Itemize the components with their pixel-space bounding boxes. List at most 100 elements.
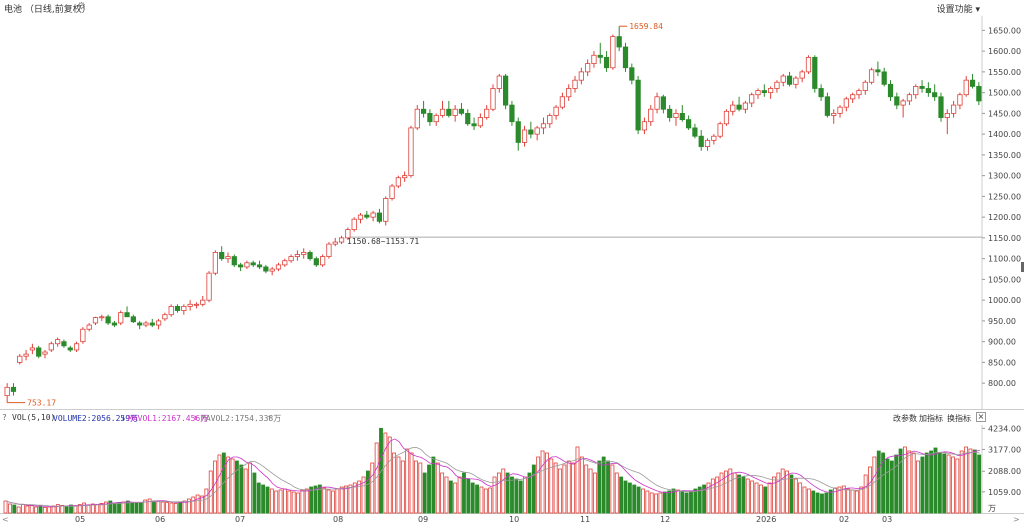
price-chart[interactable]: 1650.00 1600.00 1550.00 1500.00 1450.00 1400.… (0, 16, 1024, 410)
candle-body (275, 264, 282, 270)
candle (799, 69, 805, 83)
modify-params-button[interactable]: 改参数 (893, 414, 917, 423)
candle (894, 92, 900, 110)
candle-body (402, 175, 408, 179)
volume-bar (549, 458, 554, 514)
volume-bar (920, 456, 925, 514)
candle-body (282, 260, 288, 266)
panel-resize-handle[interactable] (1021, 262, 1024, 272)
candle-body (768, 88, 774, 94)
candle-body (29, 347, 36, 351)
up-arrow-icon: ↑ (267, 413, 272, 422)
volume-bar (798, 482, 803, 514)
candle-body (856, 90, 862, 96)
help-icon[interactable]: ? (2, 413, 7, 422)
candle-body (181, 305, 187, 311)
volume-bar (501, 468, 506, 514)
candle (200, 296, 206, 307)
candle (332, 237, 338, 247)
volume-bar (108, 500, 113, 514)
candle-body (137, 322, 143, 326)
candle (812, 55, 818, 93)
scroll-right-icon[interactable]: > (1013, 515, 1020, 524)
candle-body (219, 252, 225, 260)
volume-bar (300, 489, 305, 514)
close-icon[interactable]: × (976, 412, 986, 422)
price-axis-label: 1300.00 (988, 172, 1021, 181)
candle (837, 105, 843, 118)
candle-body (730, 104, 736, 112)
candle (29, 343, 36, 355)
volume-bar (230, 458, 235, 514)
candle (761, 84, 767, 97)
candle (622, 42, 629, 72)
volume-chart[interactable]: 4234.00 3177.00 2088.00 1059.00 万 (0, 425, 1024, 514)
candle (900, 98, 906, 118)
candle-body (414, 108, 420, 129)
candle-body (345, 229, 351, 239)
settings-button[interactable]: 设置功能 ▾ (936, 5, 980, 15)
month-label: 05 (75, 515, 86, 524)
volume-bar (256, 482, 261, 514)
candle (881, 67, 887, 87)
candle (509, 100, 515, 126)
gear-icon[interactable]: ⚙ (77, 1, 86, 12)
candle (130, 314, 136, 323)
volume-bar (104, 501, 108, 514)
volume-bar (649, 492, 654, 514)
candle (67, 345, 73, 353)
candle-body (868, 69, 875, 83)
volume-bar (955, 458, 960, 514)
candle (250, 260, 256, 267)
candle (452, 105, 458, 122)
candle-body (332, 241, 338, 245)
candle (553, 105, 559, 120)
candle (55, 337, 61, 347)
candle-body (294, 254, 301, 257)
volume-bar (737, 474, 741, 514)
volume-axis-label: 3177.00 (988, 445, 1021, 454)
volume-bar (21, 504, 25, 514)
candle (913, 84, 919, 99)
candle (446, 100, 452, 118)
volume-bar (662, 491, 667, 514)
candle (370, 210, 376, 222)
candle-body (610, 36, 616, 69)
scroll-left-icon[interactable]: < (2, 515, 9, 524)
candle (786, 71, 793, 87)
month-label: 11 (580, 515, 591, 524)
candle (749, 92, 755, 108)
candle-body (780, 75, 786, 83)
volume-bar (414, 460, 418, 514)
volume-bar (352, 482, 357, 514)
candle (774, 80, 780, 93)
volume-bar (724, 470, 728, 514)
candle (345, 227, 351, 240)
switch-indicator-button[interactable]: 换指标 (947, 414, 971, 423)
high-price-label: 1659.84 (629, 22, 663, 31)
volume-bar (758, 484, 763, 514)
candle (389, 183, 395, 201)
volume-bar (291, 491, 296, 514)
candle-body (635, 79, 641, 131)
candle (206, 271, 212, 303)
candle-body (118, 312, 124, 324)
candle-body (124, 312, 130, 318)
add-indicator-button[interactable]: 加指标 (919, 414, 943, 423)
candle (111, 320, 118, 328)
volume-bar (972, 449, 977, 514)
volume-bar (73, 505, 78, 514)
candle-body (206, 272, 212, 301)
candle (193, 302, 200, 309)
volume-bar (911, 452, 916, 514)
candle-body (736, 104, 742, 110)
volume-bar (854, 490, 859, 514)
candle-body (774, 81, 780, 89)
volume-bar (470, 482, 475, 514)
candle (723, 109, 730, 126)
up-arrow-icon: ↑ (193, 413, 198, 422)
candle-body (10, 386, 17, 392)
volume-bar (579, 456, 584, 514)
candle (275, 262, 282, 272)
candle (162, 312, 168, 321)
